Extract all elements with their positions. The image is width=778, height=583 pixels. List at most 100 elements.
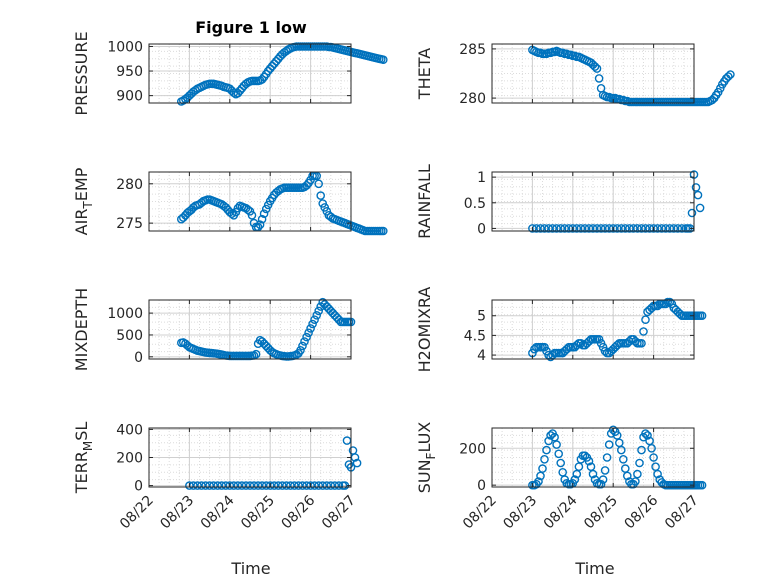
data-point: [600, 346, 610, 356]
data-point: [302, 332, 311, 342]
data-point: [205, 481, 214, 490]
data-point: [568, 224, 578, 233]
data-point: [312, 310, 322, 320]
data-point: [617, 224, 626, 233]
y-tick-label: 1: [477, 170, 486, 186]
data-point: [643, 431, 652, 440]
data-point: [623, 471, 632, 481]
data-point: [697, 311, 707, 321]
y-tick-label: 900: [116, 89, 143, 105]
data-point: [649, 224, 658, 233]
y-tick-label: 1000: [107, 306, 143, 322]
subplot-4: 0 0.5 1 RAINFALL: [415, 164, 705, 239]
data-point: [213, 481, 222, 490]
y-tick-label: 200: [459, 441, 486, 457]
data-point: [665, 297, 675, 307]
y-tick-label: 1000: [107, 39, 143, 55]
data-point: [588, 224, 598, 233]
y-tick-label: 500: [116, 328, 143, 344]
data-point: [352, 458, 362, 468]
data-point: [378, 226, 388, 236]
data-point: [193, 481, 202, 490]
axes-box: [491, 171, 695, 232]
subplot-1: 900 950 1000 PRESSURE: [72, 31, 388, 116]
data-point: [590, 62, 600, 71]
data-point: [302, 181, 311, 190]
data-point: [560, 224, 570, 233]
data-point: [716, 84, 725, 93]
data-point: [641, 315, 650, 325]
axes-box: [491, 427, 695, 488]
data-point: [600, 224, 610, 233]
data-point: [310, 315, 319, 325]
data-point: [635, 458, 644, 468]
data-point: [625, 224, 634, 233]
data-point: [316, 191, 326, 200]
data-point: [261, 204, 271, 214]
data-point: [227, 209, 237, 218]
data-point: [677, 224, 687, 233]
data-point: [540, 224, 549, 233]
y-tick-label: 285: [459, 42, 486, 58]
data-point: [241, 481, 251, 490]
data-point: [286, 481, 295, 490]
data-point: [245, 206, 255, 216]
data-point: [538, 464, 547, 473]
subplot-6: 4 4.5 5 H2OMIXRA: [415, 287, 707, 373]
data-point: [378, 55, 388, 65]
data-point: [604, 440, 614, 449]
data-point: [245, 481, 255, 490]
y-tick-label: 0: [134, 479, 143, 495]
data-point: [608, 425, 618, 435]
y-axis-label: THETA: [415, 48, 434, 100]
data-point: [322, 206, 332, 216]
data-point: [572, 340, 582, 350]
data-point: [580, 224, 590, 233]
y-tick-label: 0: [477, 221, 486, 237]
data-point: [243, 205, 253, 215]
data-point: [633, 224, 642, 233]
x-axis-label-right: Time: [574, 559, 614, 578]
data-point: [298, 341, 307, 351]
data-point: [584, 456, 594, 466]
y-tick-label: 200: [116, 451, 143, 467]
data-point: [257, 75, 267, 84]
data-point: [554, 449, 564, 459]
data-point: [592, 224, 602, 233]
data-point: [641, 429, 650, 438]
data-point: [552, 224, 561, 233]
data-point: [273, 481, 283, 490]
data-point: [617, 445, 626, 455]
data-point: [629, 224, 638, 233]
data-point: [269, 59, 279, 69]
data-point: [600, 466, 610, 475]
data-point: [588, 469, 598, 479]
data-point: [697, 480, 707, 490]
data-point: [318, 481, 328, 490]
data-point: [724, 72, 733, 81]
axes-box: [148, 43, 352, 104]
y-axis-label: AIRTEMP: [72, 167, 95, 235]
data-point: [322, 481, 332, 490]
data-point: [197, 481, 206, 490]
data-point: [657, 224, 667, 233]
data-point: [217, 481, 226, 490]
data-point: [528, 224, 537, 233]
data-point: [594, 334, 604, 344]
data-point: [621, 224, 630, 233]
data-point: [598, 475, 608, 484]
y-axis-label: SUNFLUX: [415, 422, 438, 494]
data-point: [314, 306, 324, 316]
data-point: [576, 338, 586, 348]
data-point: [185, 481, 194, 490]
data-point: [584, 224, 594, 233]
data-point: [296, 345, 305, 355]
data-point: [326, 481, 336, 490]
y-axis-label: H2OMIXRA: [415, 287, 434, 373]
data-point: [237, 481, 247, 490]
axes-box: [148, 299, 352, 360]
data-point: [695, 203, 705, 213]
data-point: [653, 469, 662, 479]
figure-title: Figure 1 low: [195, 18, 307, 37]
